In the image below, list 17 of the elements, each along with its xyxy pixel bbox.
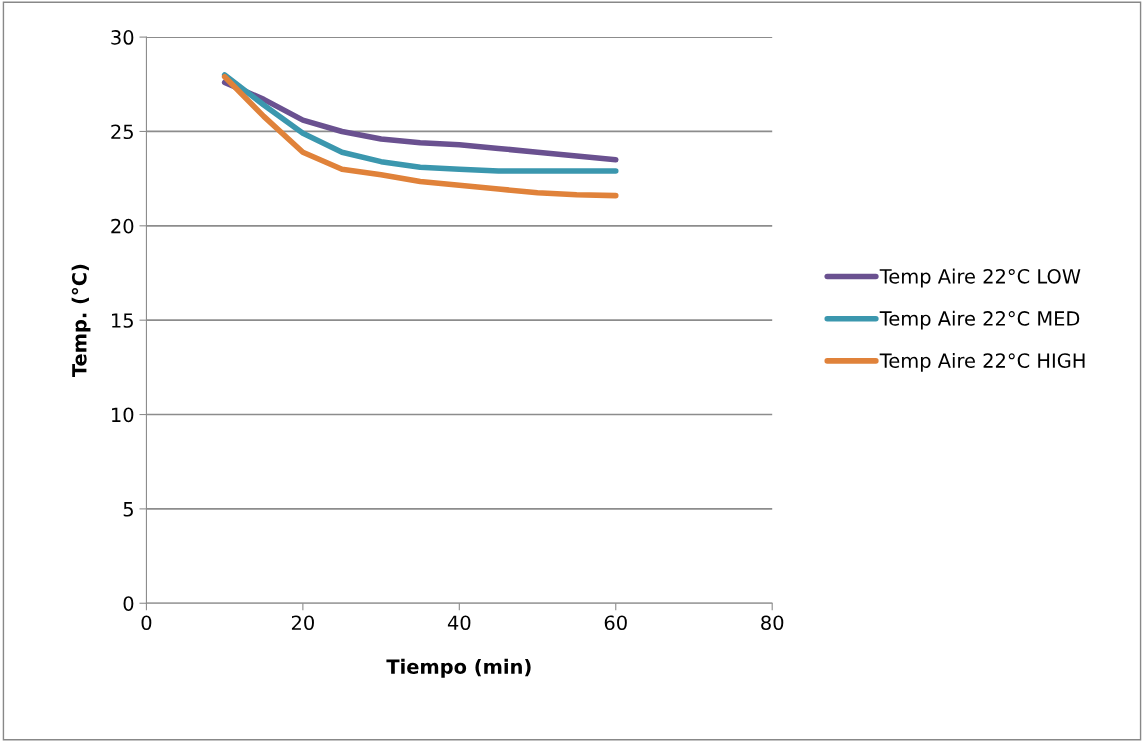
y-tick-label: 10 — [112, 407, 134, 423]
y-tick-label: 20 — [111, 218, 134, 234]
y-tick-label: 30 — [111, 30, 134, 45]
x-tick-label: 80 — [761, 615, 784, 631]
legend-label: Temp Aire 22°C LOW — [879, 268, 1081, 288]
y-tick-label: 25 — [111, 124, 133, 140]
x-tick-label: 0 — [141, 615, 152, 631]
x-tick-label: 20 — [291, 615, 314, 631]
x-axis-title: Tiempo (min) — [386, 658, 531, 678]
y-axis-title: Temp. (°C) — [71, 264, 91, 378]
x-tick-label: 40 — [447, 615, 471, 631]
y-tick-label: 15 — [112, 313, 133, 328]
legend-label: Temp Aire 22°C HIGH — [879, 352, 1085, 372]
x-tick-label: 60 — [604, 615, 627, 631]
legend-label: Temp Aire 22°C MED — [879, 310, 1080, 330]
y-tick-label: 0 — [123, 596, 134, 611]
y-tick-label: 5 — [123, 502, 133, 517]
